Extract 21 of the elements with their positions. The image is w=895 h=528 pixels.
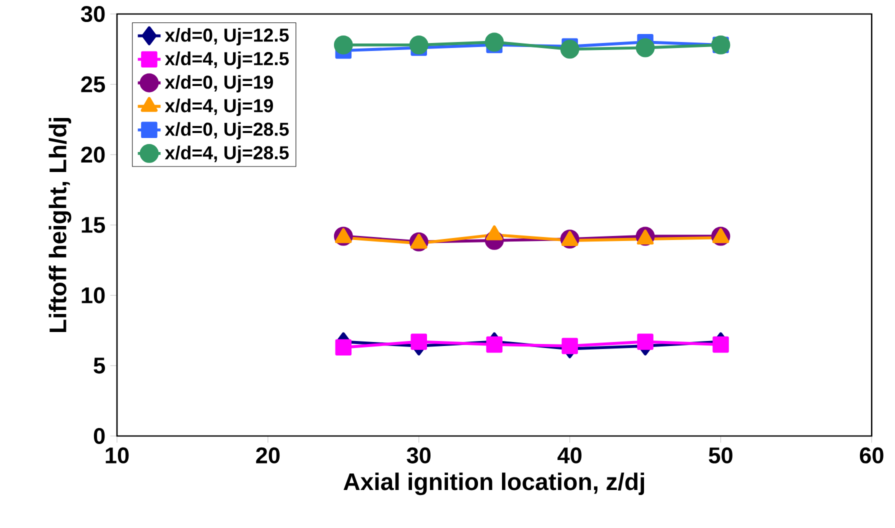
y-tick-label: 0 bbox=[94, 428, 105, 444]
y-tick-label: 15 bbox=[82, 217, 105, 233]
legend-label: x/d=4, Uj=19 bbox=[164, 98, 273, 116]
x-tick-label: 40 bbox=[558, 447, 582, 464]
legend-label: x/d=0, Uj=12.5 bbox=[164, 28, 289, 46]
x-tick-label: 50 bbox=[708, 447, 732, 464]
x-tick-label: 10 bbox=[106, 447, 129, 464]
x-tick-label: 60 bbox=[860, 447, 884, 464]
legend-label: x/d=4, Uj=12.5 bbox=[164, 52, 289, 69]
y-tick-label: 20 bbox=[81, 146, 105, 163]
x-axis-title: Axial ignition location, z/dj bbox=[344, 472, 644, 496]
y-tick-label: 30 bbox=[80, 6, 105, 22]
legend-label: x/d=0, Uj=28.5 bbox=[164, 122, 289, 140]
x-tick-label: 20 bbox=[256, 447, 280, 464]
x-tick-label: 30 bbox=[406, 447, 431, 464]
y-axis-title: Liftoff height, Lh/dj bbox=[48, 118, 72, 332]
y-tick-label: 5 bbox=[94, 358, 105, 374]
legend-label: x/d=4, Uj=28.5 bbox=[164, 146, 289, 164]
y-tick-label: 10 bbox=[82, 287, 105, 304]
y-tick-label: 25 bbox=[81, 76, 105, 92]
legend-label: x/d=0, Uj=19 bbox=[164, 75, 273, 92]
